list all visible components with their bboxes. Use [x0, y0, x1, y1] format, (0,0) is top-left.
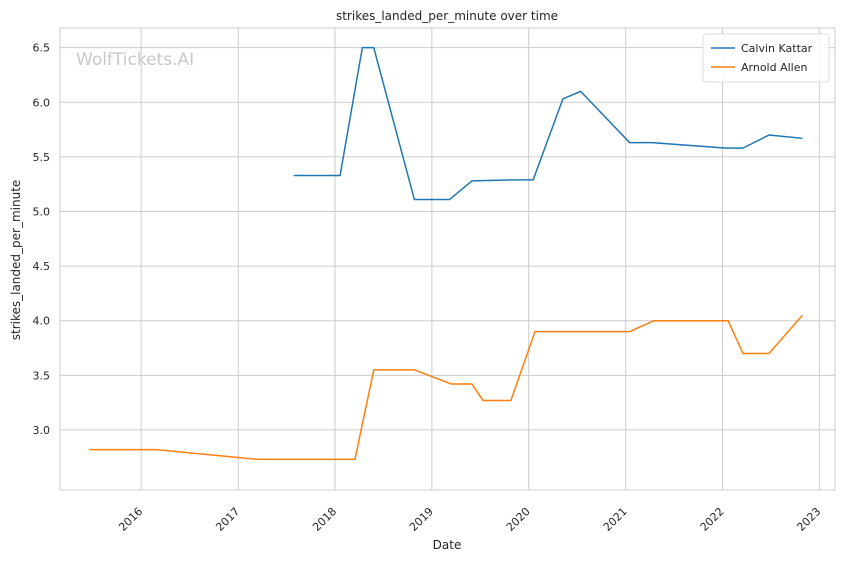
y-axis-label: strikes_landed_per_minute — [9, 180, 23, 341]
y-tick-label: 6.5 — [33, 42, 51, 55]
y-tick-label: 6.0 — [33, 96, 51, 109]
grid-lines — [60, 28, 835, 490]
y-tick-label: 5.5 — [33, 151, 51, 164]
y-tick-label: 3.5 — [33, 369, 51, 382]
x-axis-label: Date — [433, 538, 462, 552]
y-tick-label: 3.0 — [33, 424, 51, 437]
y-tick-label: 4.0 — [33, 315, 51, 328]
legend: Calvin Kattar Arnold Allen — [702, 33, 830, 83]
plot-area-frame — [59, 27, 836, 491]
watermark-text: WolfTickets.AI — [76, 50, 194, 70]
legend-entry: Calvin Kattar — [741, 42, 813, 55]
chart-title: strikes_landed_per_minute over time — [336, 9, 558, 23]
legend-entry: Arnold Allen — [741, 61, 807, 74]
y-tick-label: 4.5 — [33, 260, 51, 273]
legend-box — [702, 33, 830, 83]
series-line-arnold-allen — [89, 314, 803, 461]
series-line-calvin-kattar — [293, 46, 803, 201]
y-tick-label: 5.0 — [33, 205, 51, 218]
series-lines — [89, 46, 803, 461]
